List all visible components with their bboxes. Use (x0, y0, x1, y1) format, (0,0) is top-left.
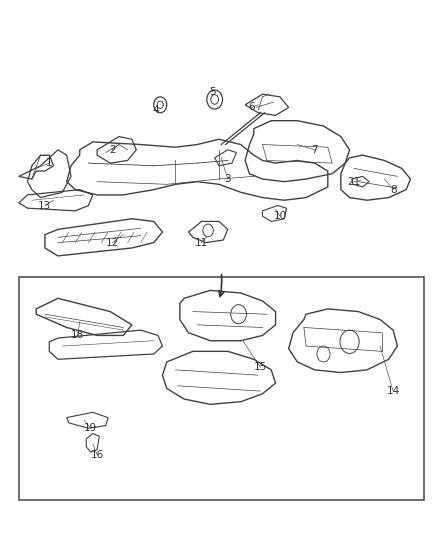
Text: 8: 8 (390, 184, 396, 195)
Text: 19: 19 (84, 423, 97, 433)
Text: 2: 2 (109, 145, 116, 155)
Text: 1: 1 (46, 158, 53, 168)
Text: 14: 14 (386, 386, 400, 396)
Text: 18: 18 (71, 330, 84, 341)
Text: 6: 6 (248, 102, 255, 112)
Text: 7: 7 (311, 145, 318, 155)
Text: 11: 11 (195, 238, 208, 248)
Text: 15: 15 (254, 362, 267, 372)
Text: 5: 5 (209, 86, 216, 96)
Text: 13: 13 (38, 200, 52, 211)
Text: 10: 10 (273, 211, 286, 221)
Text: 16: 16 (91, 450, 104, 460)
Text: 21: 21 (347, 176, 360, 187)
Text: 12: 12 (106, 238, 119, 248)
Text: 4: 4 (152, 105, 159, 115)
Text: 3: 3 (224, 174, 231, 184)
